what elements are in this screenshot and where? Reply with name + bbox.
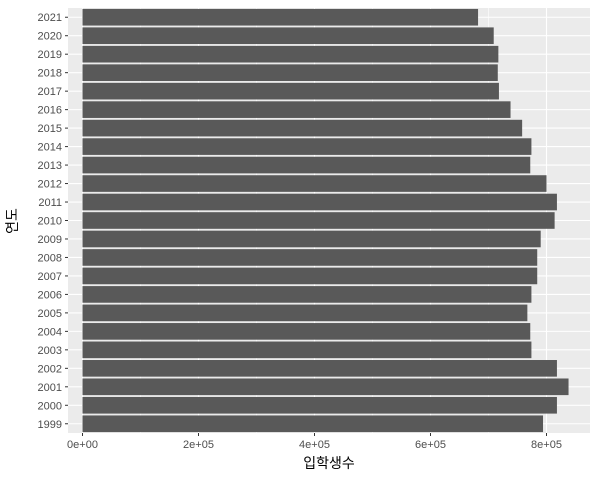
y-tick-label-2009: 2009 — [38, 234, 62, 246]
y-axis-title: 연도 — [5, 208, 21, 234]
y-tick-label-1999: 1999 — [38, 419, 62, 431]
y-tick-label-2006: 2006 — [38, 289, 62, 301]
bar-2002 — [82, 360, 557, 377]
bar-2009 — [82, 230, 541, 248]
y-tick-label-2021: 2021 — [38, 12, 62, 24]
bar-1999 — [82, 415, 544, 433]
bar-2019 — [82, 45, 499, 63]
bar-2014 — [82, 138, 532, 155]
bar-2016 — [82, 101, 511, 118]
y-tick-label-2008: 2008 — [38, 252, 62, 264]
y-tick-label-2004: 2004 — [38, 326, 62, 338]
bar-2003 — [82, 341, 532, 359]
y-tick-label-2012: 2012 — [38, 179, 62, 191]
bar-2008 — [82, 249, 538, 266]
bar-2000 — [82, 396, 557, 414]
y-tick-label-2003: 2003 — [38, 345, 62, 357]
x-axis: 0e+00 2e+05 4e+05 6e+05 8e+05 — [67, 433, 562, 451]
bar-2007 — [82, 267, 538, 285]
y-tick-label-2020: 2020 — [38, 31, 62, 43]
y-tick-label-2002: 2002 — [38, 363, 62, 375]
y-tick-label-2016: 2016 — [38, 105, 62, 117]
x-axis-title: 입학생수 — [303, 456, 355, 472]
bar-2015 — [82, 119, 523, 137]
bar-2017 — [82, 82, 499, 100]
y-tick-label-2014: 2014 — [38, 142, 62, 154]
y-tick-label-2005: 2005 — [38, 308, 62, 320]
y-tick-label-2019: 2019 — [38, 49, 62, 61]
x-tick-label: 8e+05 — [531, 439, 562, 451]
bar-2005 — [82, 304, 528, 322]
y-tick-label-2018: 2018 — [38, 68, 62, 80]
x-tick-label: 4e+05 — [299, 439, 330, 451]
bar-2004 — [82, 323, 531, 340]
y-tick-label-2017: 2017 — [38, 86, 62, 98]
y-tick-label-2015: 2015 — [38, 123, 62, 135]
x-tick-label: 0e+00 — [67, 439, 98, 451]
bar-2021 — [82, 8, 479, 26]
x-tick-label: 6e+05 — [415, 439, 446, 451]
bars — [82, 8, 569, 433]
bar-2018 — [82, 64, 498, 81]
bar-2013 — [82, 156, 531, 174]
bar-2012 — [82, 175, 547, 192]
y-tick-label-2011: 2011 — [38, 197, 62, 209]
bar-2006 — [82, 286, 532, 303]
y-axis: 1999 2000 2001 2002 2003 2004 2005 2006 2007 2008… — [38, 12, 68, 431]
bar-2001 — [82, 378, 569, 396]
y-tick-label-2013: 2013 — [38, 160, 62, 172]
bar-2020 — [82, 27, 494, 45]
y-tick-label-2000: 2000 — [38, 400, 62, 412]
x-tick-label: 2e+05 — [183, 439, 214, 451]
y-tick-label-2001: 2001 — [38, 382, 62, 394]
y-tick-label-2010: 2010 — [38, 216, 62, 228]
y-tick-label-2007: 2007 — [38, 271, 62, 283]
bar-2010 — [82, 212, 555, 229]
bar-2011 — [82, 193, 557, 211]
